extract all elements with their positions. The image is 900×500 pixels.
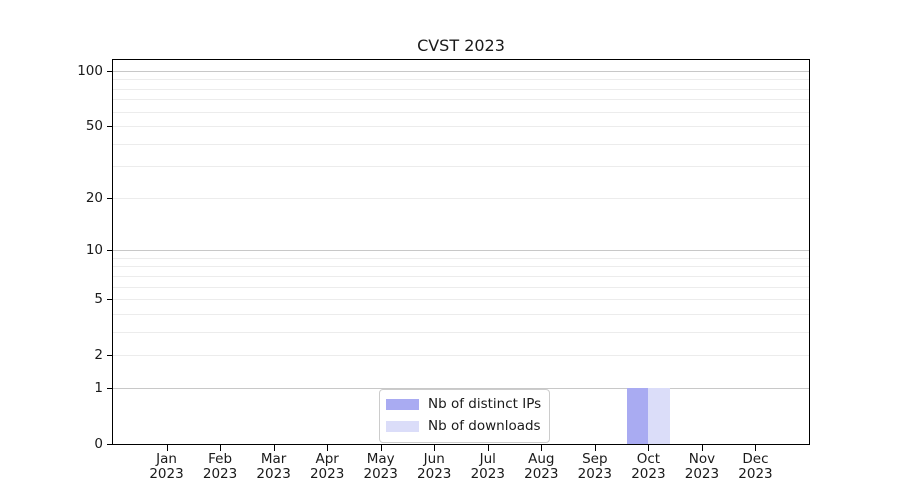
legend-swatch-downloads: [386, 421, 419, 432]
y-tick-label: 100: [77, 62, 103, 79]
gridline-minor: [113, 257, 809, 259]
x-tick-label: Aug 2023: [524, 451, 559, 482]
x-tick-label: Dec 2023: [738, 451, 773, 482]
x-tick-mark: [701, 445, 703, 451]
x-tick-label: Sep 2023: [577, 451, 613, 482]
y-tick-mark: [107, 387, 113, 389]
y-tick-label: 10: [85, 242, 103, 259]
x-tick-label: Jun 2023: [417, 451, 452, 482]
x-tick-label: Jan 2023: [149, 451, 184, 482]
chart-title: CVST 2023: [417, 36, 505, 55]
gridline-minor: [113, 197, 809, 199]
x-tick-label: Jul 2023: [470, 451, 505, 482]
y-tick-mark: [107, 355, 113, 357]
legend-entry-downloads: Nb of downloads: [386, 417, 541, 436]
bar-nb-of-downloads: [648, 387, 670, 444]
gridline-major: [113, 387, 809, 389]
legend-entry-distinct-ips: Nb of distinct IPs: [386, 395, 541, 414]
gridline-minor: [113, 266, 809, 268]
x-tick-mark: [541, 445, 543, 451]
gridline-minor: [113, 79, 809, 81]
legend-swatch-distinct-ips: [386, 399, 419, 410]
y-tick-mark: [107, 250, 113, 252]
y-tick-label: 2: [94, 347, 103, 364]
x-tick-mark: [380, 445, 382, 451]
gridline-minor: [113, 313, 809, 315]
gridline-minor: [113, 88, 809, 90]
x-tick-label: Nov 2023: [684, 451, 720, 482]
y-tick-mark: [107, 70, 113, 72]
gridline-minor: [113, 286, 809, 288]
x-tick-mark: [487, 445, 489, 451]
gridline-minor: [113, 331, 809, 333]
y-tick-label: 0: [94, 436, 103, 452]
y-tick-mark: [107, 299, 113, 301]
y-tick-label: 50: [85, 118, 103, 135]
y-tick-label: 20: [85, 189, 103, 206]
plot-area: Nb of distinct IPs Nb of downloads: [112, 59, 810, 445]
x-tick-label: May 2023: [363, 451, 398, 482]
x-tick-mark: [273, 445, 275, 451]
x-tick-label: Oct 2023: [631, 451, 666, 482]
x-tick-mark: [166, 445, 168, 451]
x-tick-label: Mar 2023: [256, 451, 291, 482]
bar-nb-of-distinct-ips: [626, 387, 649, 444]
x-tick-mark: [434, 445, 436, 451]
y-tick-mark: [107, 197, 113, 199]
legend-label-downloads: Nb of downloads: [428, 418, 541, 434]
gridline-minor: [113, 299, 809, 301]
x-tick-mark: [594, 445, 596, 451]
gridline-minor: [113, 99, 809, 101]
legend: Nb of distinct IPs Nb of downloads: [379, 389, 551, 443]
gridline-minor: [113, 126, 809, 128]
x-tick-mark: [648, 445, 650, 451]
x-tick-mark: [755, 445, 757, 451]
y-tick-mark: [107, 126, 113, 128]
x-tick-label: Apr 2023: [309, 451, 345, 482]
gridline-minor: [113, 111, 809, 113]
gridline-minor: [113, 275, 809, 277]
x-tick-mark: [327, 445, 329, 451]
gridline-major: [113, 250, 809, 252]
legend-label-distinct-ips: Nb of distinct IPs: [428, 396, 542, 412]
y-tick-label: 1: [94, 379, 103, 396]
gridline-minor: [113, 355, 809, 357]
y-tick-label: 5: [94, 291, 103, 308]
gridline-minor: [113, 143, 809, 145]
gridline-minor: [113, 166, 809, 168]
gridline-major: [113, 70, 809, 72]
x-tick-label: Feb 2023: [202, 451, 238, 482]
x-tick-mark: [220, 445, 222, 451]
y-tick-mark: [107, 444, 113, 445]
